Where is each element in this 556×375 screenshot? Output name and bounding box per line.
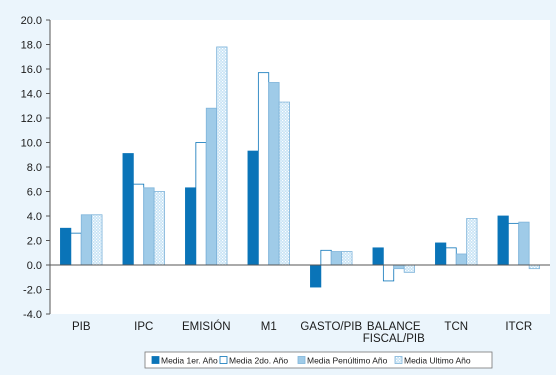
bar-4-1	[91, 214, 103, 266]
bar-3-7	[455, 253, 468, 266]
category-label: ITCR	[505, 321, 532, 333]
bar-4-2	[153, 191, 165, 266]
y-ticks: -4.0 -2.0 0.0 2.0 4.0 6.0 8.0 10.0 12.0 14.0 16.0 1…	[21, 15, 50, 321]
y-tick-label: 6.0	[27, 187, 42, 199]
y-tick-label: 4.0	[27, 211, 42, 223]
bar-1-4	[247, 150, 259, 266]
bar-4-6	[403, 264, 415, 273]
bar-1-1	[60, 227, 72, 266]
bar-3-5	[330, 251, 343, 266]
bar-1-3	[185, 187, 197, 266]
y-tick-label: 14.0	[21, 89, 42, 101]
legend-label-2: Media 2do. Año	[229, 356, 288, 366]
bar-3-2	[143, 187, 155, 266]
bar-2-2	[132, 183, 145, 266]
bar-1-6	[372, 247, 384, 266]
y-tick-label: 16.0	[21, 64, 42, 76]
legend-label-4: Media Ultimo Año	[404, 356, 471, 366]
category-label: GASTO/PIB	[300, 321, 362, 333]
bar-4-3	[216, 46, 228, 266]
legend-swatch-3	[297, 356, 306, 364]
category-label: EMISIÓN	[182, 320, 231, 333]
y-tick-label: 0.0	[27, 260, 42, 272]
category-label: PIB	[72, 321, 91, 333]
bar-1-8	[497, 215, 509, 266]
bar-1-7	[435, 242, 447, 266]
y-tick-label: -2.0	[23, 285, 42, 297]
bar-2-5	[320, 249, 332, 266]
legend-swatch-1	[151, 356, 160, 364]
bar-4-4	[278, 101, 290, 266]
category-label: TCN	[444, 321, 468, 333]
y-tick-label: 8.0	[27, 162, 42, 174]
bar-3-8	[518, 221, 530, 266]
bar-1-2	[122, 153, 134, 266]
legend-swatch-2	[219, 356, 228, 364]
category-label: IPC	[134, 321, 153, 333]
y-tick-label: -4.0	[23, 309, 42, 321]
bar-3-6	[393, 264, 405, 270]
legend-label-1: Media 1er. Año	[161, 356, 218, 366]
category-labels: PIB IPC EMISIÓN M1 GASTO/PIB BALANCEFISCAL/PI…	[72, 320, 532, 345]
legend-label-3: Media Penúltimo Año	[307, 356, 388, 366]
bar-2-7	[445, 247, 457, 266]
legend-swatch-4	[394, 356, 403, 364]
bar-2-4	[257, 72, 270, 266]
y-tick-label: 10.0	[21, 138, 42, 150]
bar-3-3	[205, 107, 218, 266]
category-label: FISCAL/PIB	[363, 333, 425, 345]
category-label: M1	[261, 321, 277, 333]
bar-2-3	[195, 142, 207, 266]
y-tick-label: 2.0	[27, 236, 42, 248]
y-tick-label: 12.0	[21, 113, 42, 125]
bar-4-5	[341, 251, 353, 266]
bar-1-5	[310, 264, 322, 288]
bar-2-6	[382, 264, 395, 282]
bar-2-1	[70, 232, 82, 266]
bar-3-4	[268, 82, 280, 266]
bar-3-1	[80, 214, 93, 266]
legend-box	[144, 351, 493, 369]
bar-4-7	[466, 218, 478, 266]
y-tick-label: 20.0	[21, 15, 42, 27]
y-tick-label: 18.0	[21, 40, 42, 52]
category-label: BALANCE	[367, 321, 421, 333]
bar-4-8	[528, 264, 540, 270]
bar-2-8	[507, 222, 520, 266]
legend: Media 1er. Año Media 2do. Año Media Penúlt…	[144, 351, 493, 369]
